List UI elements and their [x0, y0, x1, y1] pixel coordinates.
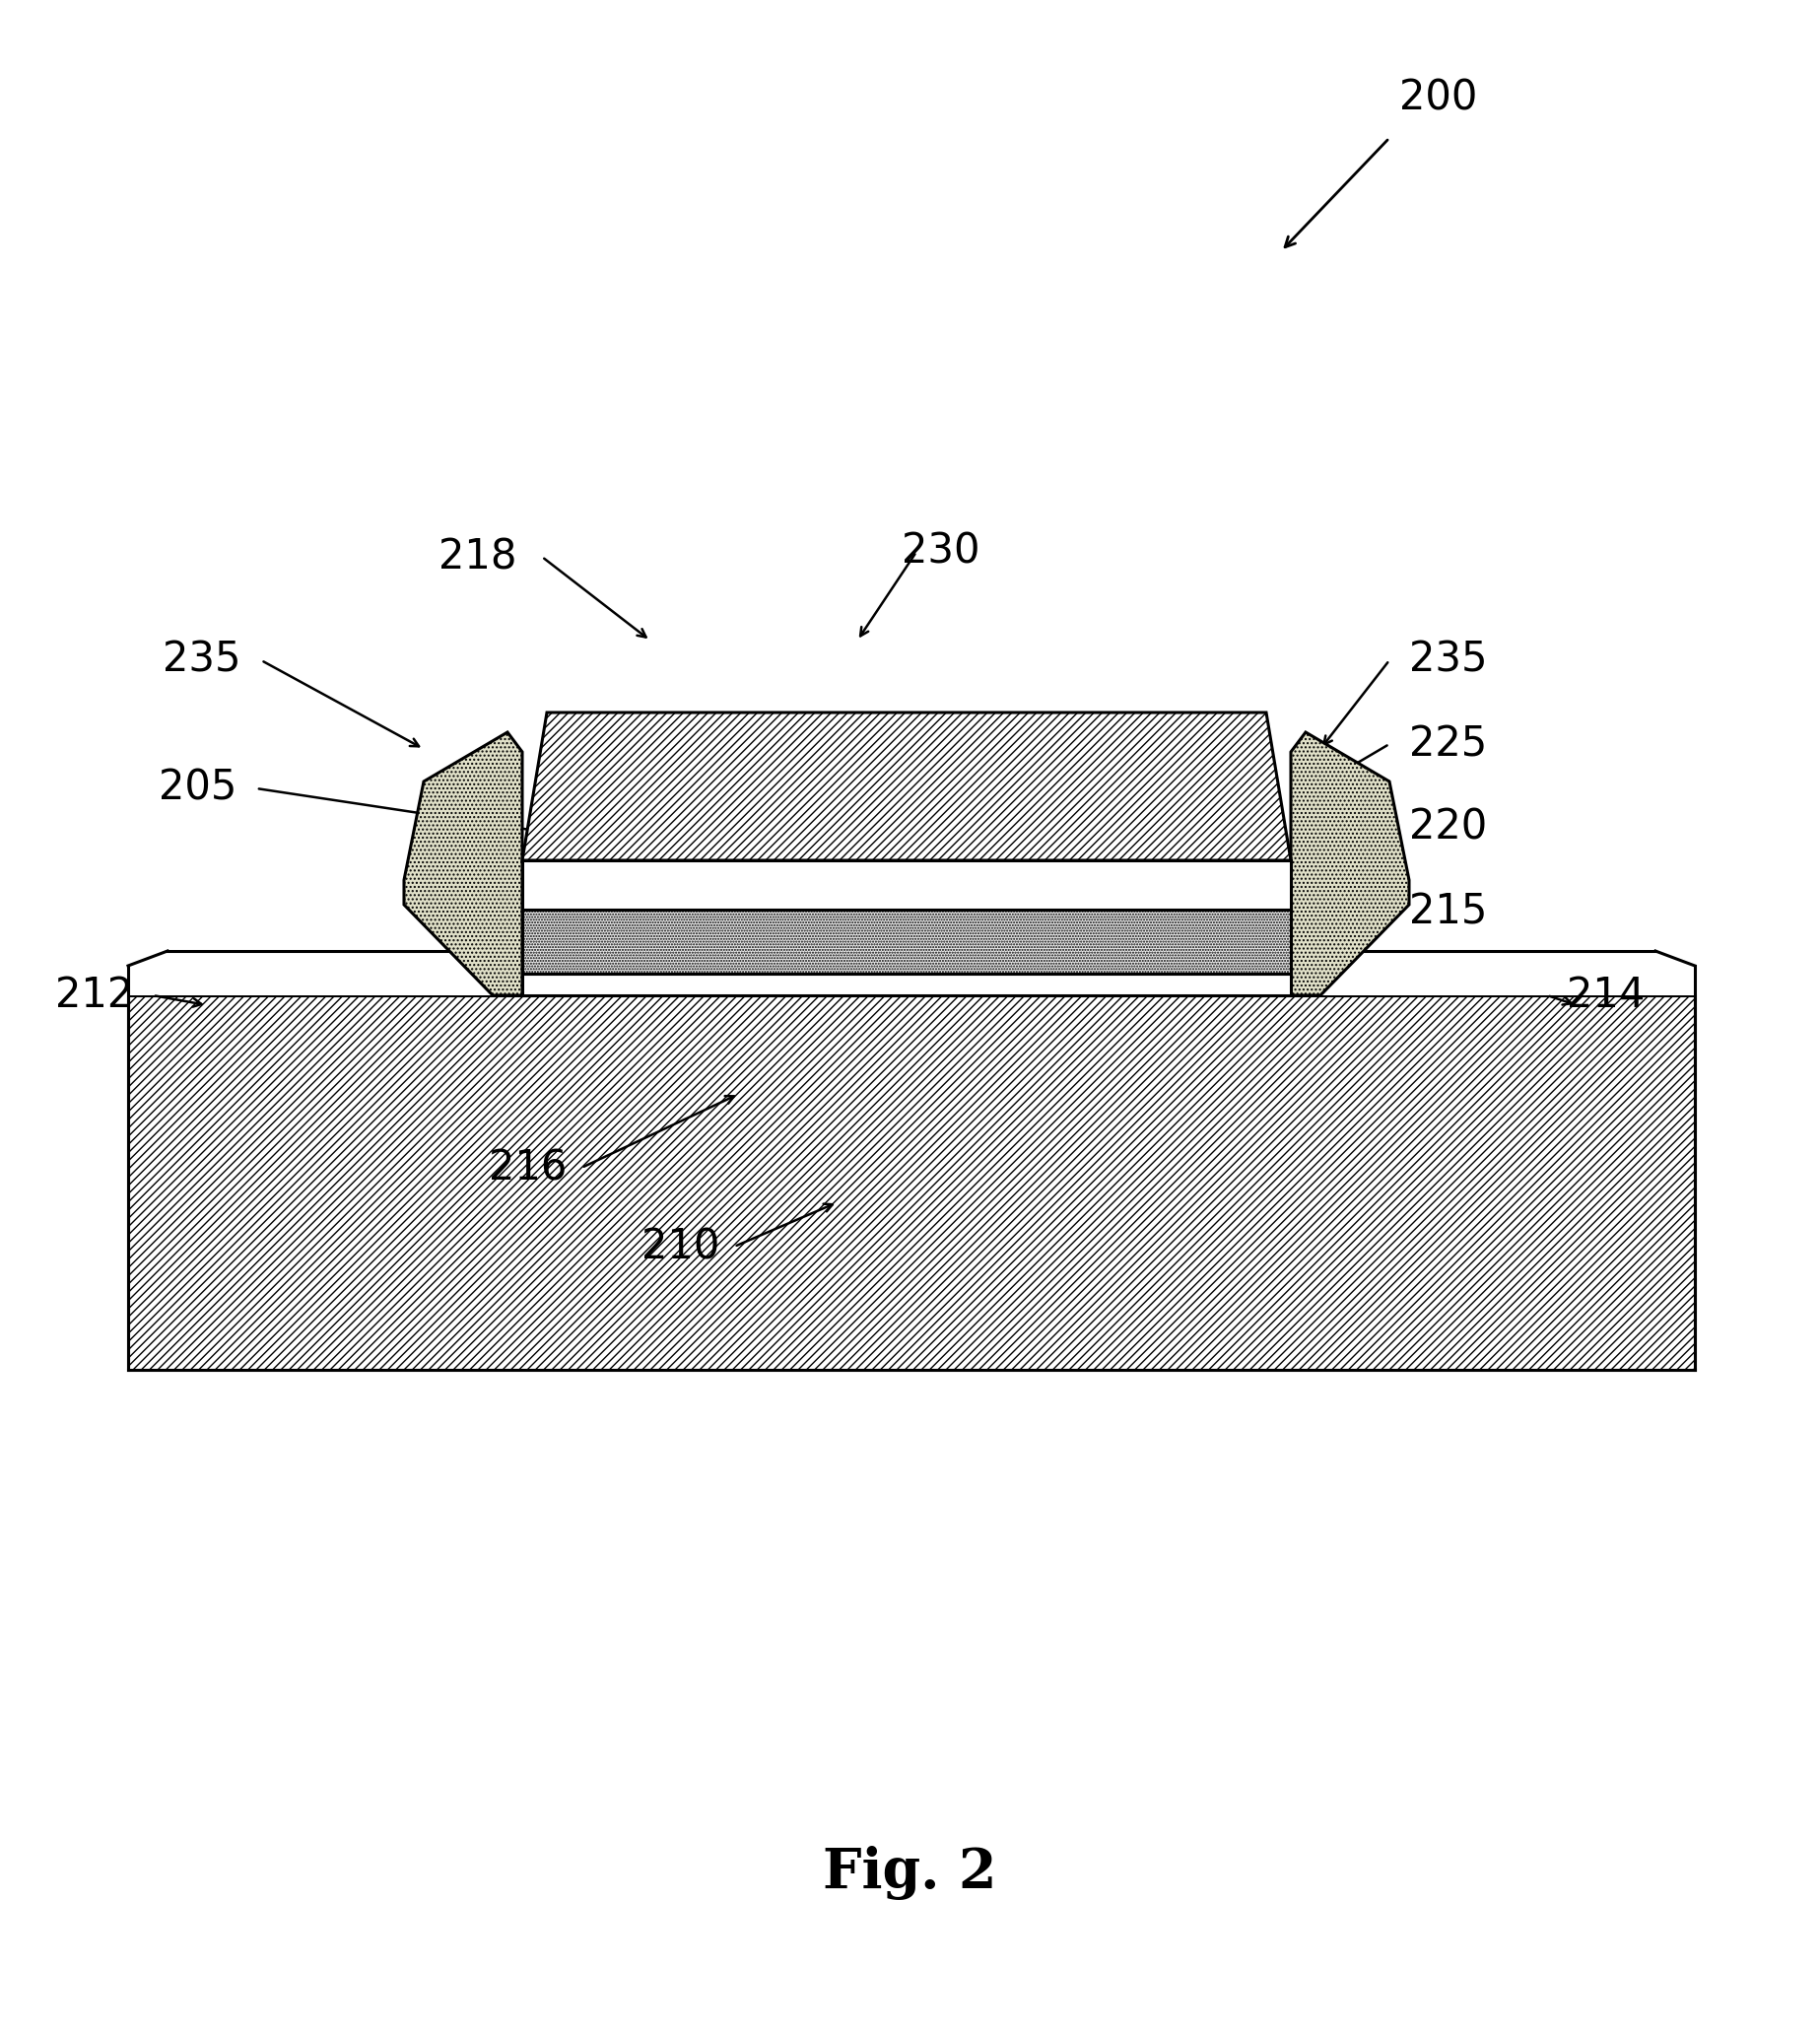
Text: 230: 230	[901, 531, 979, 572]
Polygon shape	[522, 973, 1290, 996]
Text: 235: 235	[164, 639, 242, 680]
Text: 210: 210	[641, 1226, 719, 1266]
Polygon shape	[522, 713, 1290, 861]
Text: 218: 218	[439, 535, 517, 578]
Polygon shape	[127, 951, 551, 996]
Text: 214: 214	[1567, 975, 1645, 1016]
Polygon shape	[1290, 733, 1409, 996]
Text: 235: 235	[1409, 639, 1487, 680]
Text: Fig. 2: Fig. 2	[823, 1845, 997, 1900]
Text: 220: 220	[1409, 806, 1487, 849]
Polygon shape	[1261, 951, 1694, 996]
Text: 212: 212	[55, 975, 133, 1016]
Polygon shape	[522, 861, 1290, 910]
Polygon shape	[522, 910, 1290, 973]
Text: 216: 216	[488, 1146, 566, 1189]
Polygon shape	[404, 733, 522, 996]
Text: 205: 205	[158, 768, 237, 808]
Text: 200: 200	[1400, 77, 1478, 120]
Text: 215: 215	[1409, 892, 1487, 932]
Text: 225: 225	[1409, 723, 1487, 766]
Polygon shape	[127, 996, 1694, 1370]
